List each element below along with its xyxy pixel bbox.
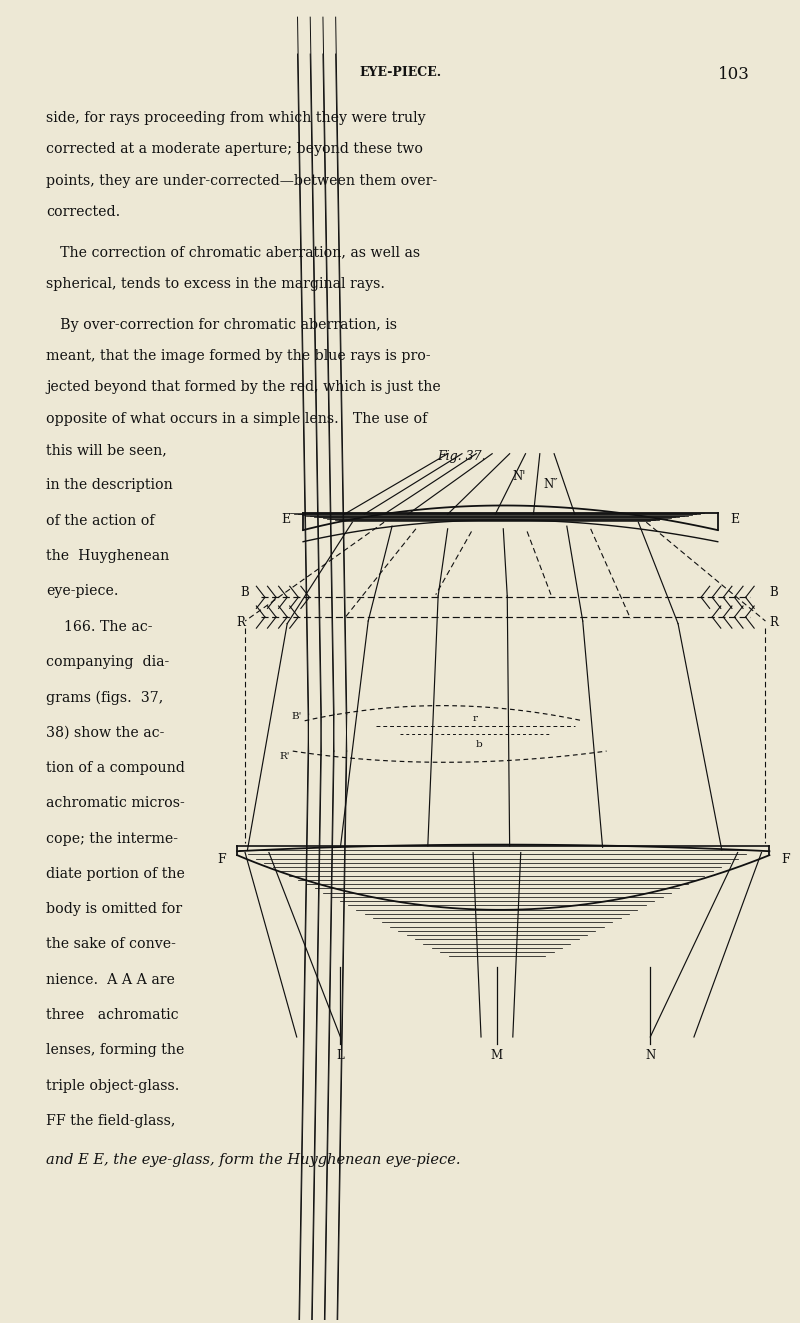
Text: R: R (770, 615, 778, 628)
Text: B: B (770, 586, 778, 598)
Text: F: F (217, 852, 226, 865)
Text: corrected at a moderate aperture; beyond these two: corrected at a moderate aperture; beyond… (46, 142, 423, 156)
Text: 103: 103 (718, 66, 750, 83)
Text: By over-correction for chromatic aberration, is: By over-correction for chromatic aberrat… (46, 318, 398, 332)
Text: b: b (476, 740, 483, 749)
Text: the sake of conve-: the sake of conve- (46, 938, 176, 951)
Text: E: E (281, 513, 290, 527)
Text: Fig. 37.: Fig. 37. (438, 450, 486, 463)
Text: tion of a compound: tion of a compound (46, 761, 186, 775)
Text: companying  dia-: companying dia- (46, 655, 170, 669)
Text: spherical, tends to excess in the marginal rays.: spherical, tends to excess in the margin… (46, 277, 386, 291)
Text: meant, that the image formed by the blue rays is pro-: meant, that the image formed by the blue… (46, 349, 431, 363)
Text: B: B (240, 586, 249, 598)
Text: the  Huyghenean: the Huyghenean (46, 549, 170, 564)
Text: cope; the interme-: cope; the interme- (46, 832, 178, 845)
Text: FF the field-glass,: FF the field-glass, (46, 1114, 176, 1129)
Text: diate portion of the: diate portion of the (46, 867, 186, 881)
Text: N': N' (512, 470, 526, 483)
Text: and E E, the eye-glass, form the Huyghenean eye-piece.: and E E, the eye-glass, form the Huyghen… (46, 1154, 461, 1167)
Text: R': R' (279, 751, 290, 761)
Text: body is omitted for: body is omitted for (46, 902, 182, 916)
Text: The correction of chromatic aberration, as well as: The correction of chromatic aberration, … (46, 246, 421, 259)
Text: eye-piece.: eye-piece. (46, 585, 119, 598)
Text: R: R (236, 615, 245, 628)
Text: this will be seen,: this will be seen, (46, 443, 167, 458)
Text: M: M (491, 1049, 503, 1062)
Text: achromatic micros-: achromatic micros- (46, 796, 186, 810)
Text: nience.  A A A are: nience. A A A are (46, 972, 175, 987)
Text: r: r (473, 713, 478, 722)
Text: of the action of: of the action of (46, 513, 155, 528)
Text: jected beyond that formed by the red, which is just the: jected beyond that formed by the red, wh… (46, 381, 442, 394)
Text: points, they are under-corrected—between them over-: points, they are under-corrected—between… (46, 173, 438, 188)
Text: side, for rays proceeding from which they were truly: side, for rays proceeding from which the… (46, 111, 426, 124)
Text: L: L (337, 1049, 344, 1062)
Text: N″: N″ (543, 478, 558, 491)
Text: E: E (730, 513, 740, 527)
Text: three   achromatic: three achromatic (46, 1008, 179, 1023)
Text: EYE-PIECE.: EYE-PIECE. (359, 66, 441, 79)
Text: B': B' (291, 712, 302, 721)
Text: 166. The ac-: 166. The ac- (46, 619, 153, 634)
Text: triple object-glass.: triple object-glass. (46, 1078, 180, 1093)
Text: grams (figs.  37,: grams (figs. 37, (46, 691, 164, 705)
Text: corrected.: corrected. (46, 205, 121, 218)
Text: opposite of what occurs in a simple lens. The use of: opposite of what occurs in a simple lens… (46, 411, 428, 426)
Text: in the description: in the description (46, 479, 174, 492)
Text: 38) show the ac-: 38) show the ac- (46, 725, 165, 740)
Text: lenses, forming the: lenses, forming the (46, 1044, 185, 1057)
Text: F: F (781, 852, 790, 865)
Text: N: N (645, 1049, 655, 1062)
